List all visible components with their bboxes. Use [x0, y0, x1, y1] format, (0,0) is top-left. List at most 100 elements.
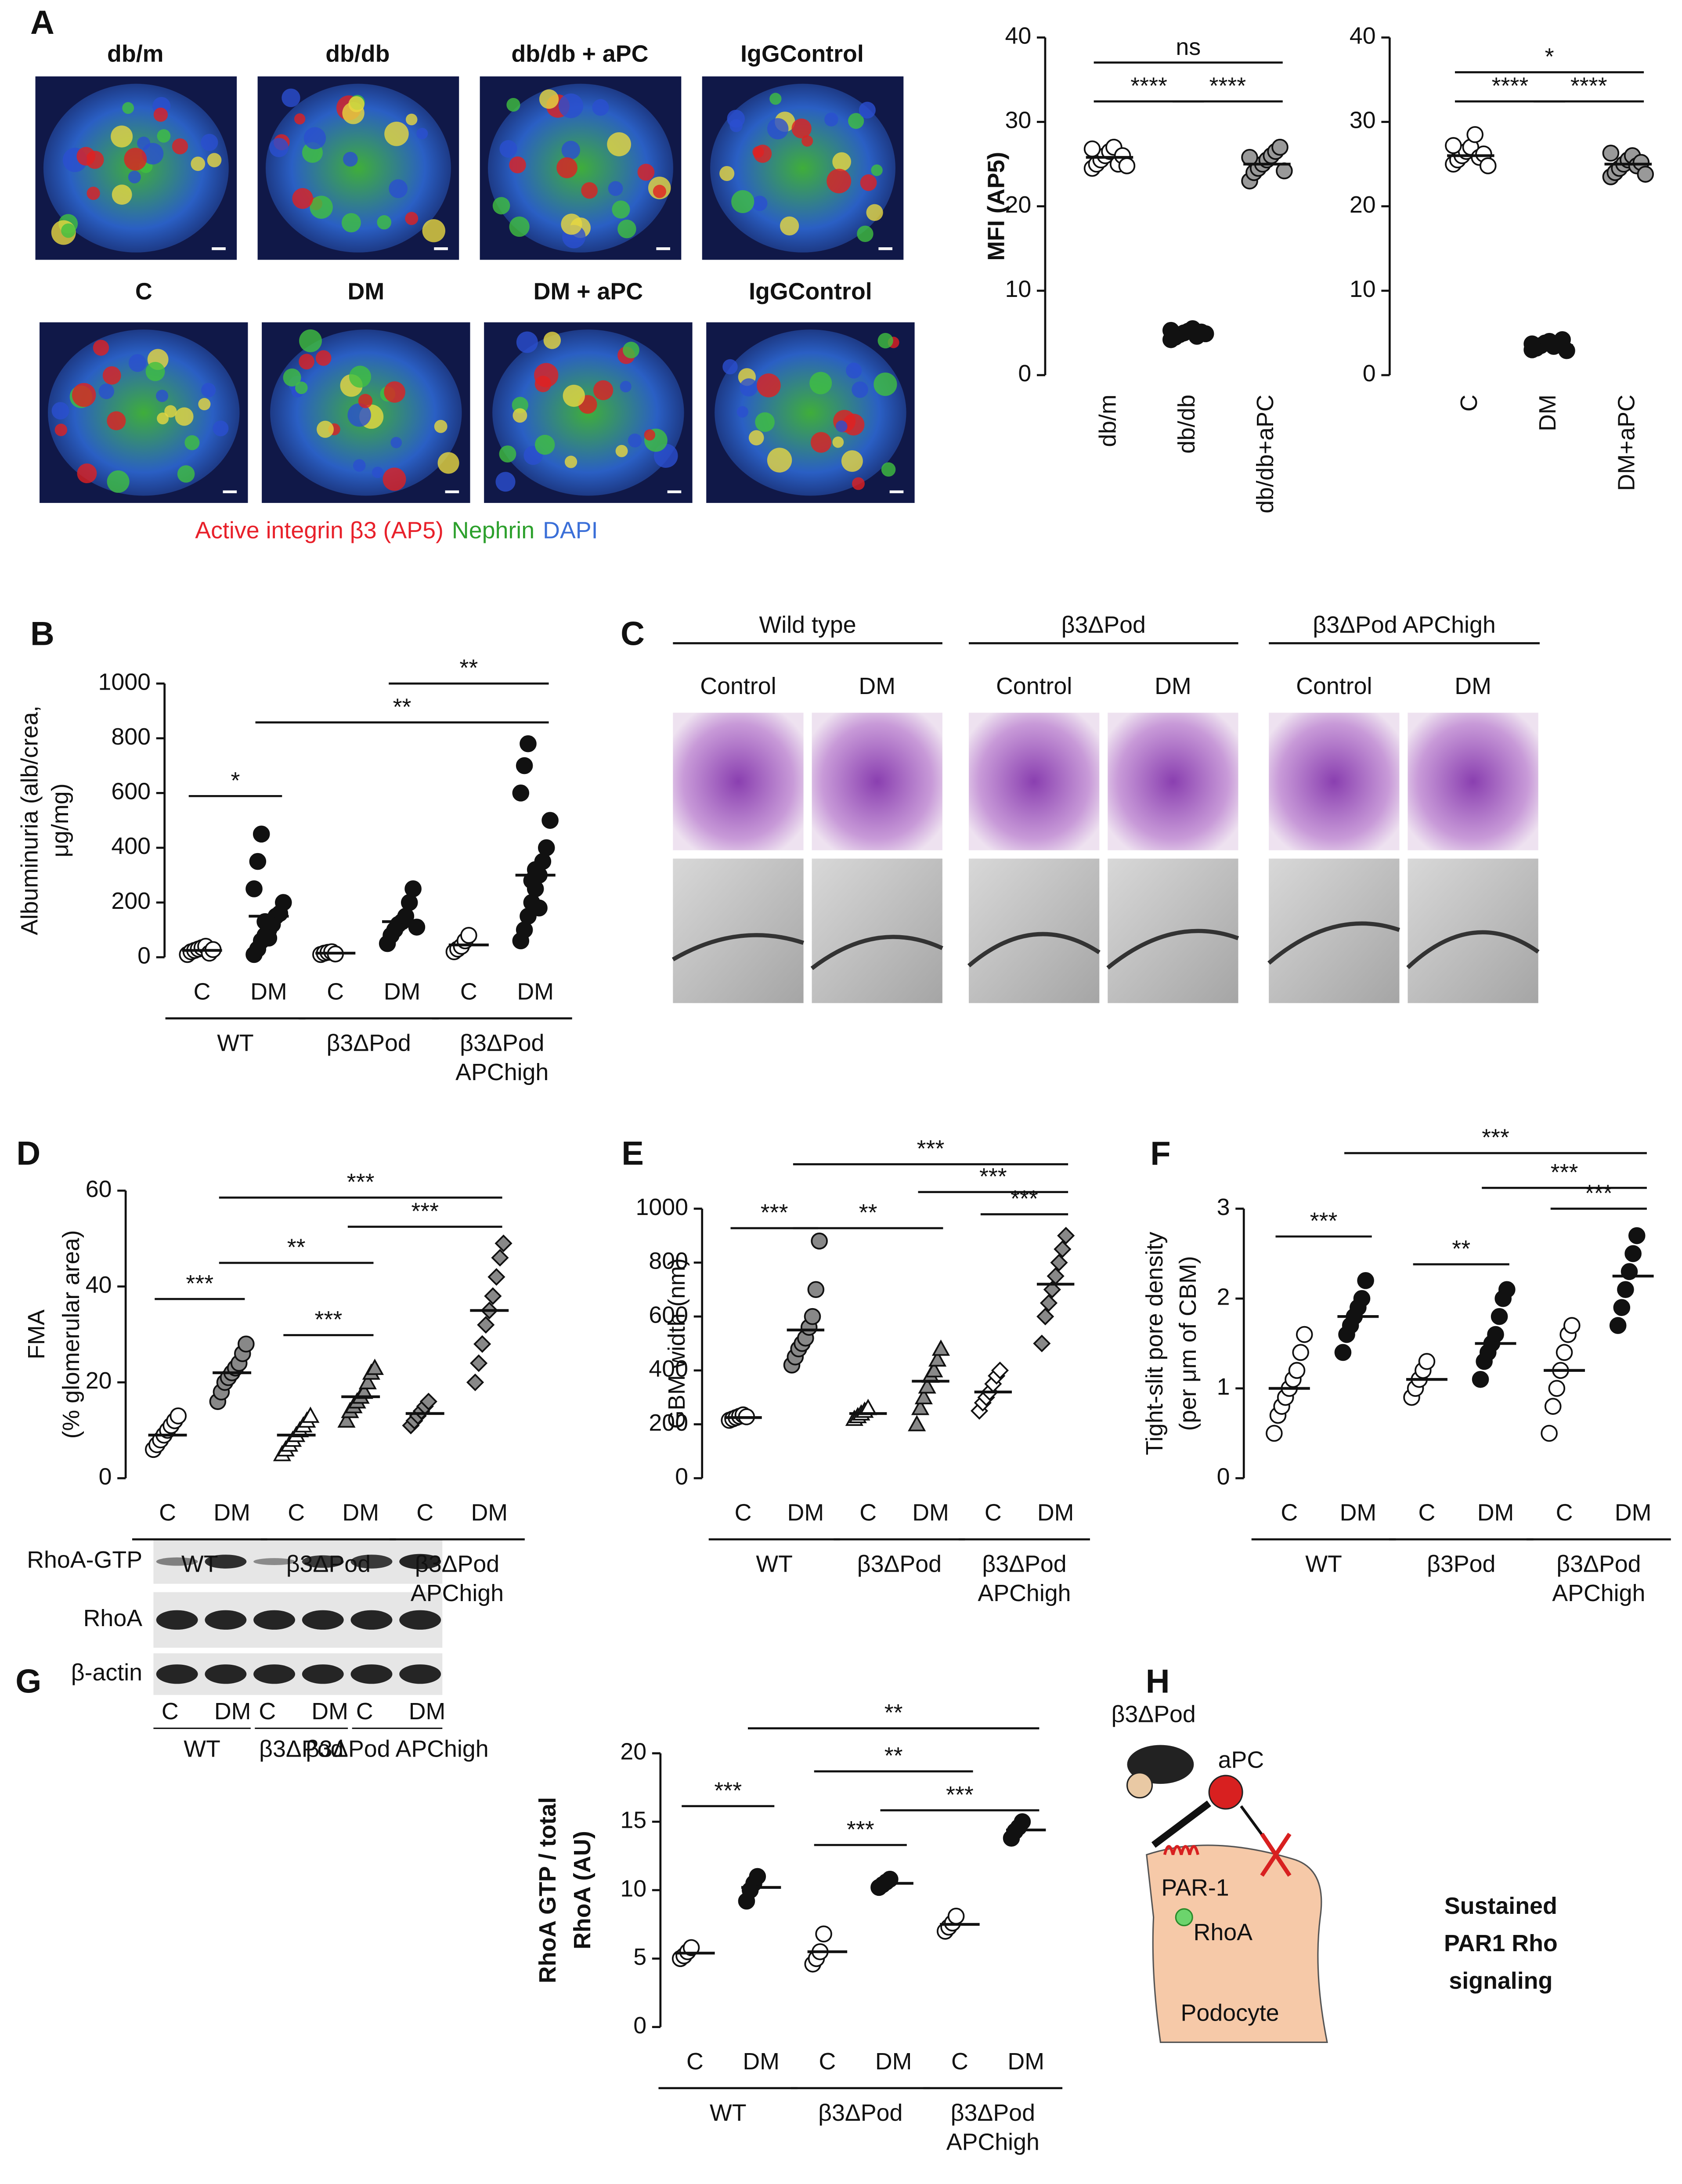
- em-membrane: [671, 933, 805, 962]
- column-label: DM: [1455, 673, 1491, 699]
- data-point: [1556, 1344, 1573, 1361]
- micrograph-blob: [405, 212, 419, 225]
- micrograph-blob: [87, 186, 100, 200]
- x-tick-label: C: [1456, 394, 1482, 412]
- blot-band: [302, 1610, 344, 1630]
- y-axis-label: FMA: [23, 1309, 50, 1360]
- x-tick-label: C: [686, 2048, 704, 2075]
- data-point: [1014, 1813, 1031, 1830]
- x-tick-label: db/m: [1095, 394, 1121, 447]
- micrograph-blob: [564, 456, 578, 468]
- micrograph-blob: [358, 394, 373, 409]
- image-caption: db/db + aPC: [511, 41, 648, 67]
- significance-label: ***: [1551, 1159, 1578, 1186]
- lane-label: DM: [214, 1698, 251, 1725]
- data-point: [253, 825, 270, 843]
- micrograph-blob: [881, 462, 896, 477]
- lane-group-label: β3ΔPod: [259, 1736, 343, 1762]
- column-label: DM: [1155, 673, 1191, 699]
- data-point: [516, 757, 533, 774]
- significance-label: *: [1545, 43, 1554, 70]
- micrograph-blob: [145, 362, 165, 381]
- micrograph-blob: [809, 372, 832, 394]
- micrograph-blob: [353, 459, 366, 472]
- micrograph-blob: [295, 381, 308, 394]
- micrograph-blob: [509, 216, 530, 237]
- data-point: [914, 1388, 933, 1405]
- micrograph-blob: [866, 204, 883, 221]
- x-tick-label: C: [327, 979, 344, 1005]
- x-tick-label: DM+aPC: [1613, 394, 1639, 491]
- micrograph-blob: [495, 472, 516, 492]
- data-point: [1624, 1245, 1642, 1262]
- y-tick-label: 10: [620, 1875, 646, 1902]
- x-tick-label: DM: [471, 1500, 508, 1526]
- data-point: [1479, 157, 1497, 174]
- data-point: [1617, 1281, 1634, 1298]
- data-point: [1353, 1290, 1371, 1307]
- group-label: APChigh: [455, 1059, 549, 1085]
- y-tick-label: 0: [1018, 360, 1031, 387]
- micrograph-blob: [122, 102, 134, 114]
- micrograph-blob: [539, 89, 559, 109]
- em-image: [673, 858, 804, 1003]
- micrograph-blob: [620, 381, 632, 393]
- y-tick-label: 40: [86, 1272, 112, 1298]
- data-point: [1563, 1317, 1581, 1334]
- micrograph-blob: [294, 113, 306, 125]
- image-caption: IgGControl: [749, 278, 872, 305]
- significance-label: ***: [946, 1782, 974, 1808]
- data-point: [811, 1233, 828, 1250]
- micrograph-blob: [852, 477, 865, 490]
- y-axis-label: Tight-slit pore density: [1141, 1232, 1168, 1455]
- group-label: β3ΔPod: [286, 1551, 371, 1577]
- micrograph-blob: [107, 411, 126, 430]
- x-tick-label: C: [194, 979, 211, 1005]
- blot-band: [399, 1610, 441, 1630]
- data-point: [1487, 1326, 1504, 1343]
- micrograph-blob: [623, 341, 639, 358]
- group-label: β3ΔPod: [982, 1551, 1066, 1577]
- micrograph-blob: [343, 152, 358, 167]
- diagram-label: aPC: [1218, 1747, 1264, 1773]
- data-point: [918, 1377, 936, 1394]
- micrograph-blob: [347, 403, 371, 427]
- data-point: [1288, 1362, 1306, 1379]
- micrograph-blob: [559, 93, 584, 118]
- activation: [1175, 1908, 1193, 1927]
- y-tick-label: 400: [111, 833, 151, 859]
- data-point: [520, 735, 537, 752]
- aPC: [1208, 1775, 1243, 1810]
- significance-label: ***: [1482, 1125, 1509, 1151]
- micrograph-blob: [315, 350, 332, 366]
- blot-band: [205, 1664, 247, 1684]
- data-point: [516, 921, 533, 939]
- micrograph-blob: [637, 163, 655, 181]
- em-image: [968, 858, 1100, 1003]
- micrograph-blob: [593, 380, 614, 401]
- blot-band: [253, 1610, 295, 1630]
- data-point: [1523, 335, 1541, 353]
- data-point: [1498, 1281, 1516, 1298]
- data-point: [1357, 1272, 1374, 1289]
- data-point: [1118, 157, 1136, 174]
- blot-band: [205, 1555, 247, 1569]
- data-point: [1241, 148, 1258, 166]
- diagram-label: PAR-1: [1161, 1875, 1229, 1901]
- panel-label: C: [621, 615, 645, 653]
- y-tick-label: 3: [1217, 1194, 1230, 1220]
- y-tick-label: 10: [1005, 276, 1032, 302]
- significance-label: ****: [1209, 72, 1246, 99]
- significance-label: ****: [1130, 72, 1167, 99]
- em-image: [1269, 858, 1400, 1003]
- y-tick-label: 200: [649, 1410, 688, 1436]
- column-label: Control: [1296, 673, 1372, 699]
- data-point: [1162, 322, 1180, 339]
- data-point: [1445, 137, 1462, 154]
- diagram-label: Podocyte: [1181, 2000, 1279, 2026]
- data-point: [991, 1361, 1009, 1379]
- micrograph-blob: [581, 182, 598, 199]
- em-membrane: [1106, 929, 1239, 970]
- data-point: [1334, 1344, 1352, 1361]
- data-point: [1040, 1294, 1058, 1312]
